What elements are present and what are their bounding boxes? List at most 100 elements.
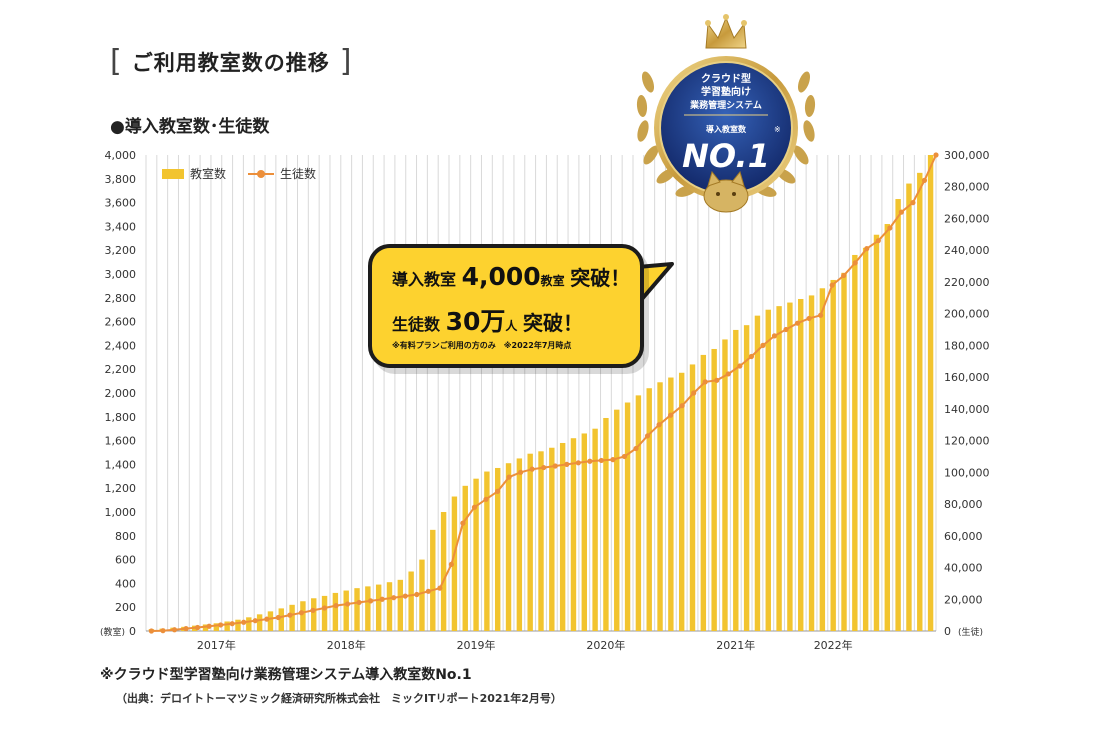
point-students	[483, 496, 489, 502]
point-students	[471, 504, 478, 510]
callout-student-unit: 人	[505, 319, 518, 333]
point-students	[414, 591, 420, 598]
point-students	[933, 152, 939, 158]
laurel-wreath-icon	[636, 71, 816, 197]
bar-classrooms	[397, 579, 404, 631]
bar-classrooms	[862, 247, 869, 631]
bar-classrooms	[614, 409, 620, 631]
bar-classrooms	[570, 438, 577, 631]
point-students	[344, 601, 351, 607]
bar-classrooms	[678, 372, 685, 631]
bar-classrooms	[386, 582, 393, 631]
bar-classrooms	[538, 451, 544, 631]
x-year-label: 2022年	[814, 638, 853, 652]
bar-classrooms	[300, 601, 306, 631]
bar-classrooms	[321, 595, 328, 631]
bar-classrooms	[549, 447, 555, 631]
callout-line-classrooms: 導入教室 4,000教室 突破！	[392, 262, 630, 291]
bar-classrooms	[246, 617, 252, 631]
bar-classrooms	[635, 395, 642, 631]
y-left-tick-label: 1,000	[105, 506, 137, 519]
bar-classrooms	[657, 382, 663, 631]
y-left-tick-label: 2,000	[105, 387, 137, 400]
bar-classrooms	[375, 584, 382, 631]
point-students	[748, 353, 754, 360]
y-right-tick-label: 0	[944, 625, 951, 638]
chart-subtitle: ●導入教室数･生徒数	[110, 117, 270, 137]
point-students	[460, 520, 466, 526]
point-students	[275, 614, 281, 621]
bar-classrooms	[830, 279, 836, 631]
bar-classrooms	[668, 377, 674, 631]
legend-line-label: 生徒数	[280, 167, 317, 181]
bar-classrooms	[841, 272, 847, 631]
point-students	[494, 488, 501, 494]
y-left-tick-label: 3,800	[105, 173, 137, 186]
point-students	[402, 593, 408, 599]
y-right-tick-label: 220,000	[944, 276, 990, 289]
point-students	[598, 457, 604, 464]
y-right-tick-label: 280,000	[944, 181, 990, 194]
point-students	[310, 607, 316, 613]
legend-bar-swatch	[162, 168, 184, 179]
point-students	[783, 326, 789, 333]
y-left-tick-label: 3,600	[105, 197, 137, 210]
point-students	[829, 282, 835, 288]
point-students	[287, 612, 293, 618]
bar-classrooms	[224, 621, 230, 631]
point-students	[206, 623, 212, 629]
callout-classroom-suffix: 突破！	[570, 266, 631, 290]
title-bracket-open: [	[110, 44, 122, 79]
point-students	[333, 603, 339, 609]
badge-line-3: 業務管理システム	[689, 99, 762, 111]
bar-classrooms	[462, 485, 468, 631]
point-students	[760, 342, 766, 348]
y-right-tick-label: 180,000	[944, 339, 990, 352]
bar-classrooms	[787, 302, 793, 631]
bar-classrooms	[711, 348, 717, 631]
point-students	[921, 177, 928, 183]
point-students	[229, 621, 235, 627]
point-students	[356, 599, 362, 606]
point-students	[368, 598, 374, 604]
y-left-tick-label: 400	[115, 577, 136, 590]
point-students	[864, 246, 870, 252]
bar-classrooms	[278, 608, 284, 631]
badge-line-1: クラウド型	[701, 72, 751, 85]
x-year-label: 2017年	[197, 638, 236, 652]
y-right-tick-label: 300,000	[944, 149, 990, 162]
badge-line-4: 導入教室数	[706, 124, 747, 134]
bar-classrooms	[592, 428, 598, 631]
y-left-tick-label: 200	[115, 601, 136, 614]
bar-classrooms	[473, 478, 479, 631]
y-left-tick-label: 1,200	[105, 482, 137, 495]
point-students	[437, 585, 443, 591]
point-students	[183, 626, 189, 632]
x-year-label: 2018年	[327, 638, 366, 652]
y-right-tick-label: 100,000	[944, 466, 990, 479]
y-right-tick-label: 240,000	[944, 244, 990, 257]
bar-classrooms	[451, 496, 458, 631]
point-students	[587, 458, 593, 464]
point-students	[148, 628, 155, 634]
badge-rank: NO.1	[682, 137, 770, 175]
callout-student-suffix: 突破！	[522, 311, 583, 335]
bar-classrooms	[559, 442, 566, 631]
callout-student-value: 30万	[445, 307, 506, 336]
point-students	[841, 272, 847, 279]
point-students	[668, 412, 674, 418]
callout-student-prefix: 生徒数	[392, 315, 441, 334]
bar-classrooms	[906, 183, 912, 631]
point-students	[564, 461, 570, 467]
point-students	[379, 596, 385, 602]
y-right-unit-label: (生徒)	[958, 626, 983, 638]
point-students	[610, 457, 616, 463]
y-right-tick-label: 160,000	[944, 371, 990, 384]
bar-classrooms	[700, 354, 707, 631]
badge-mark: ※	[774, 125, 781, 134]
point-students	[218, 622, 224, 628]
point-students	[771, 333, 778, 339]
point-students	[552, 463, 558, 469]
bar-classrooms	[213, 623, 220, 631]
